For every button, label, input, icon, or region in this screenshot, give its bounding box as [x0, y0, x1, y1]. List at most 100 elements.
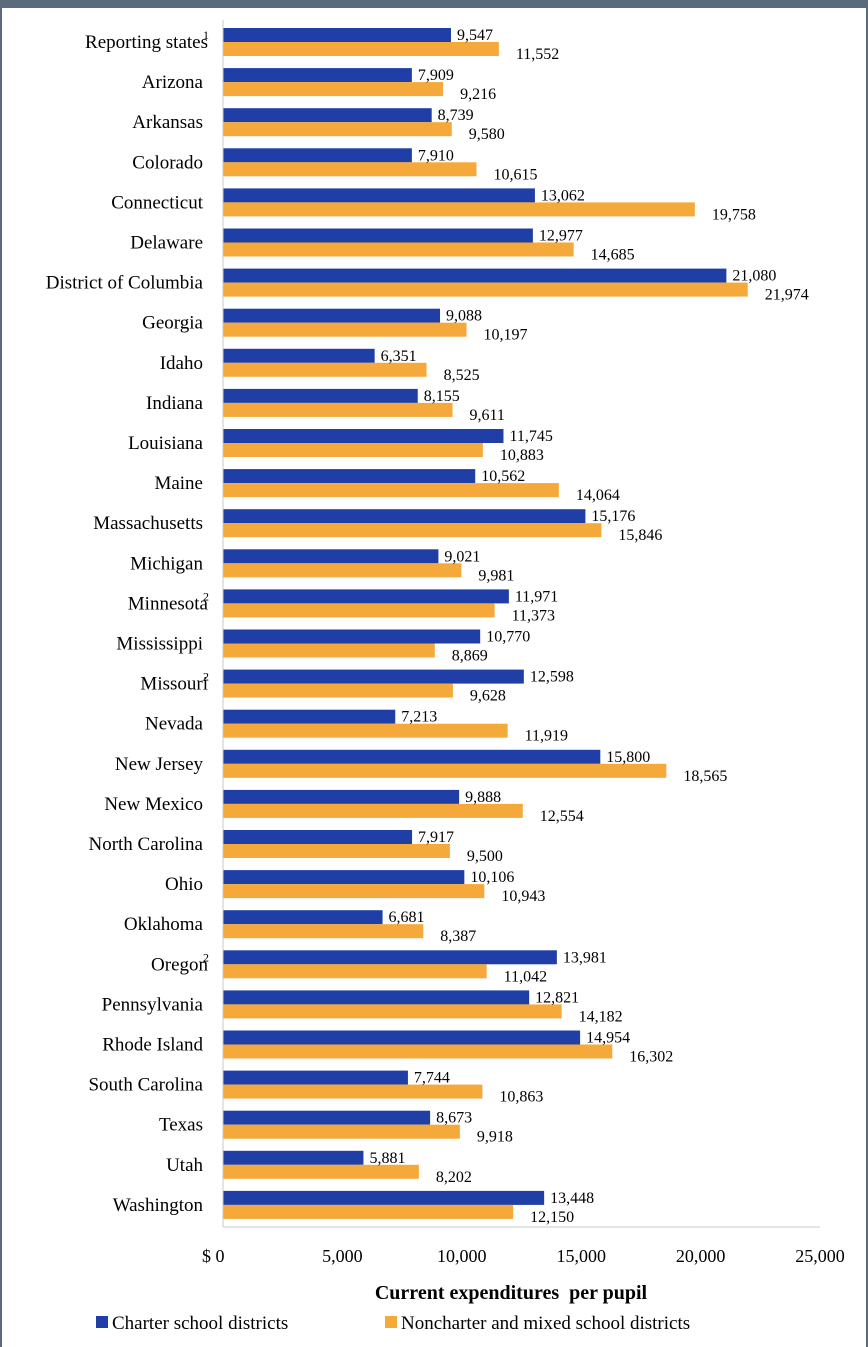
- value-label-charter: 12,598: [530, 669, 574, 686]
- bar-charter-new-jersey: [223, 749, 601, 764]
- value-label-noncharter: 11,552: [516, 46, 559, 63]
- bar-noncharter-mississippi: [223, 643, 435, 658]
- bar-charter-massachusetts: [223, 509, 586, 524]
- bar-noncharter-maine: [223, 483, 559, 498]
- bar-noncharter-delaware: [223, 242, 574, 257]
- category-superscript: 1: [203, 28, 209, 42]
- category-label: Arizona: [142, 72, 204, 93]
- bar-noncharter-louisiana: [223, 443, 483, 457]
- value-label-noncharter: 10,615: [493, 166, 537, 183]
- category-label: South Carolina: [88, 1075, 203, 1096]
- top-border: [0, 0, 868, 8]
- value-label-charter: 13,981: [563, 949, 607, 966]
- category-label: Arkansas: [132, 112, 203, 133]
- value-label-noncharter: 11,919: [525, 728, 568, 745]
- bar-noncharter-nevada: [223, 723, 508, 738]
- value-label-noncharter: 9,981: [478, 567, 514, 584]
- x-tick-label: 20,000: [676, 1246, 726, 1266]
- value-label-charter: 14,954: [586, 1030, 630, 1047]
- bar-charter-washington: [223, 1190, 545, 1205]
- bar-noncharter-arizona: [223, 82, 444, 97]
- category-label: Utah: [166, 1155, 203, 1176]
- value-label-charter: 9,088: [446, 308, 482, 325]
- category-label: New Jersey: [115, 754, 204, 775]
- value-label-charter: 13,062: [541, 187, 585, 204]
- category-label: Delaware: [130, 233, 203, 254]
- value-label-noncharter: 9,611: [470, 407, 505, 424]
- bar-charter-louisiana: [223, 429, 504, 443]
- bar-charter-connecticut: [223, 188, 535, 203]
- category-label: Minnesota: [128, 593, 209, 614]
- bar-charter-pennsylvania: [223, 990, 530, 1005]
- bar-noncharter-rhode-island: [223, 1044, 613, 1059]
- bar-charter-delaware: [223, 228, 533, 243]
- value-label-noncharter: 14,182: [579, 1008, 623, 1025]
- legend-swatch: [385, 1316, 397, 1328]
- value-label-charter: 9,888: [465, 789, 501, 806]
- value-label-noncharter: 9,500: [467, 848, 503, 865]
- x-tick-label: $ 0: [202, 1246, 225, 1266]
- bar-noncharter-connecticut: [223, 202, 695, 217]
- value-label-charter: 7,917: [418, 829, 454, 846]
- value-label-noncharter: 10,863: [499, 1089, 543, 1106]
- bar-noncharter-ohio: [223, 884, 485, 899]
- value-label-noncharter: 15,846: [618, 527, 662, 544]
- value-label-charter: 13,448: [550, 1190, 594, 1207]
- value-label-charter: 12,977: [539, 228, 583, 245]
- value-label-noncharter: 10,883: [500, 447, 544, 464]
- bar-charter-michigan: [223, 549, 439, 564]
- value-label-noncharter: 16,302: [629, 1049, 673, 1066]
- value-label-charter: 8,673: [436, 1110, 472, 1127]
- bar-charter-mississippi: [223, 629, 481, 644]
- bar-charter-ohio: [223, 870, 465, 885]
- value-label-charter: 7,744: [414, 1070, 450, 1087]
- value-label-charter: 7,909: [418, 67, 454, 84]
- value-label-noncharter: 11,042: [504, 968, 547, 985]
- bar-charter-colorado: [223, 148, 412, 163]
- bar-charter-north-carolina: [223, 830, 413, 844]
- category-label: Reporting states: [85, 32, 208, 53]
- bar-charter-missouri: [223, 669, 524, 684]
- category-label: Idaho: [160, 353, 203, 374]
- legend-label: Noncharter and mixed school districts: [401, 1313, 690, 1334]
- category-label: Michigan: [130, 553, 203, 574]
- bar-noncharter-washington: [223, 1204, 514, 1219]
- value-label-charter: 10,106: [470, 869, 514, 886]
- x-axis: $ 0 5,000 10,000 15,000 20,000 25,000: [202, 1246, 845, 1266]
- value-label-charter: 15,176: [591, 508, 635, 525]
- value-label-charter: 12,821: [535, 989, 579, 1006]
- bar-charter-rhode-island: [223, 1030, 581, 1045]
- bar-noncharter-north-carolina: [223, 844, 450, 858]
- category-label: Oklahoma: [124, 914, 204, 935]
- value-label-noncharter: 8,387: [440, 928, 476, 945]
- bar-noncharter-michigan: [223, 563, 462, 578]
- bar-noncharter-reporting-states: [223, 42, 499, 56]
- bar-charter-georgia: [223, 308, 441, 323]
- bar-noncharter-indiana: [223, 402, 453, 417]
- category-label: Georgia: [142, 313, 203, 334]
- x-tick-label: 10,000: [437, 1246, 487, 1266]
- value-label-charter: 9,021: [444, 548, 480, 565]
- category-label: Ohio: [165, 874, 203, 895]
- legend: Charter school districts Noncharter and m…: [96, 1313, 690, 1334]
- bar-noncharter-new-mexico: [223, 803, 523, 818]
- value-label-noncharter: 10,943: [501, 888, 545, 905]
- category-label: District of Columbia: [46, 273, 204, 294]
- bar-noncharter-oklahoma: [223, 924, 424, 939]
- category-label: Texas: [159, 1115, 203, 1136]
- bar-charter-oregon: [223, 950, 557, 965]
- category-superscript: 2: [203, 950, 209, 964]
- category-label: Massachusetts: [93, 513, 203, 534]
- value-label-charter: 6,351: [381, 348, 417, 365]
- category-label: North Carolina: [88, 834, 203, 855]
- value-label-noncharter: 19,758: [712, 206, 756, 223]
- legend-swatch: [96, 1316, 108, 1328]
- category-label: Missouri: [140, 674, 208, 695]
- category-label: Maine: [154, 473, 203, 494]
- x-tick-label: 15,000: [556, 1246, 606, 1266]
- value-label-noncharter: 14,685: [591, 247, 635, 264]
- category-label: Rhode Island: [102, 1035, 203, 1056]
